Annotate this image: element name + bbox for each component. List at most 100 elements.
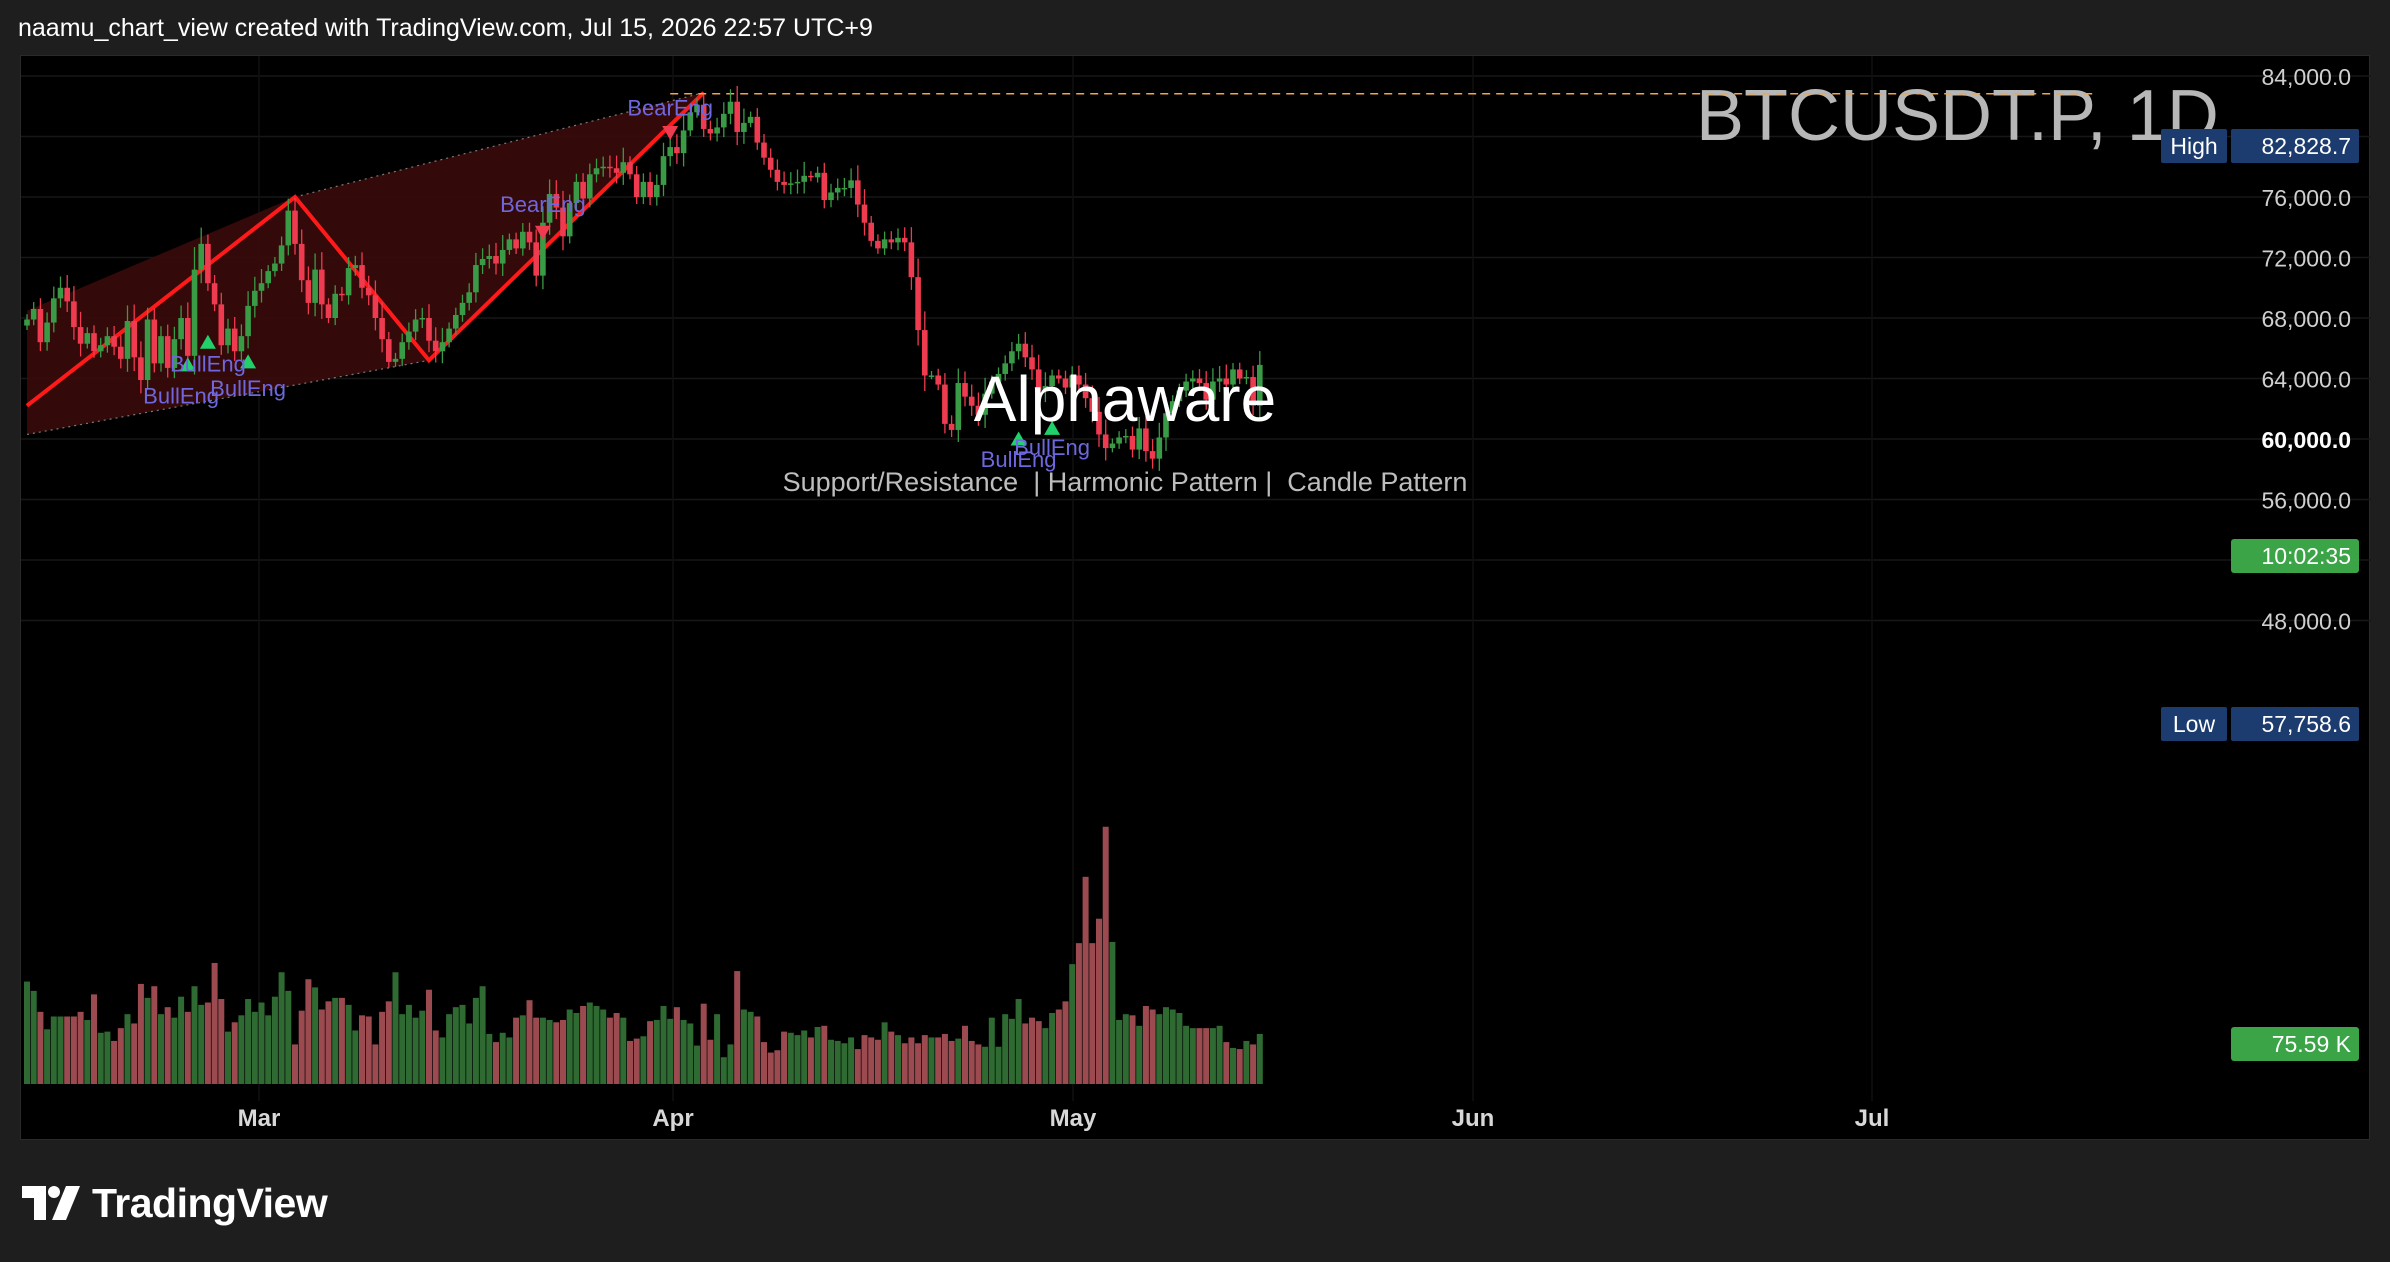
- candle-body: [982, 393, 988, 415]
- chart-panel[interactable]: BTCUSDT.P, 1D BullEng BullEng BullEng BearE…: [20, 55, 2371, 1141]
- volume-bar: [204, 1002, 211, 1084]
- volume-bar: [854, 1049, 861, 1084]
- watermark: BTCUSDT.P, 1D: [1696, 76, 2219, 156]
- volume-bar: [1169, 1009, 1176, 1084]
- candle-body: [1203, 383, 1209, 400]
- volume-tag-box: [2231, 1027, 2359, 1061]
- candle-body: [486, 255, 493, 260]
- volume-bar: [941, 1033, 948, 1084]
- volume-bar: [405, 1004, 412, 1084]
- time-axis[interactable]: Mar Apr May Jun Jul: [238, 1105, 1890, 1132]
- candle-body: [453, 314, 459, 329]
- volume-bar: [901, 1043, 908, 1084]
- volume-bar: [1096, 918, 1102, 1084]
- volume-bar: [935, 1037, 942, 1084]
- candle-body: [171, 339, 178, 368]
- candle-body: [205, 243, 211, 284]
- volume-bar: [606, 1017, 613, 1084]
- volume-bar: [680, 1019, 687, 1084]
- volume-bar: [372, 1044, 379, 1084]
- candle-body: [1102, 434, 1109, 449]
- volume-bar: [580, 1006, 587, 1084]
- volume-bar: [620, 1017, 627, 1084]
- candle-body: [613, 168, 620, 173]
- volume-bar: [988, 1017, 995, 1084]
- candle-body: [1076, 375, 1082, 385]
- volume-bar: [586, 1002, 593, 1084]
- volume-bar: [379, 1011, 386, 1084]
- volume-bar: [995, 1046, 1002, 1084]
- candle-body: [587, 174, 593, 199]
- candle-body: [185, 318, 191, 356]
- candle-body: [392, 358, 399, 362]
- candle-body: [499, 249, 506, 264]
- candle-body: [37, 308, 44, 343]
- candle-body: [399, 342, 405, 359]
- candles[interactable]: [24, 85, 1263, 471]
- volume-bar: [928, 1037, 935, 1084]
- volume-bar: [285, 990, 292, 1084]
- candle-body: [466, 292, 472, 303]
- candlestick-chart[interactable]: BTCUSDT.P, 1D BullEngBullEngBullEngBearE…: [21, 56, 2371, 1141]
- tradingview-logo[interactable]: TradingView: [22, 1178, 328, 1228]
- volume-bar: [1149, 1009, 1156, 1084]
- candle-body: [761, 142, 767, 158]
- chart-caption: naamu_chart_view created with TradingVie…: [18, 14, 873, 42]
- candle-body: [319, 269, 325, 305]
- price-axis[interactable]: 84,000.080,000.076,000.072,000.068,000.0…: [2161, 64, 2359, 1061]
- volume-bar: [734, 971, 741, 1084]
- volume-bar: [814, 1026, 821, 1084]
- volume-bar: [1055, 1009, 1062, 1084]
- candle-body: [700, 104, 707, 129]
- candle-body: [412, 319, 419, 332]
- volume-bar: [948, 1040, 955, 1084]
- candle-body: [607, 166, 613, 169]
- candle-body: [71, 301, 77, 328]
- volume-bar: [834, 1040, 841, 1084]
- candle-body: [426, 318, 432, 341]
- candle-body: [694, 104, 700, 113]
- volume-bar: [553, 1022, 560, 1084]
- volume-bar: [198, 1004, 205, 1084]
- volume-bar: [1062, 1001, 1069, 1084]
- pattern-label: BullEng: [143, 383, 219, 408]
- bull-engulfing-marker: [240, 354, 257, 369]
- volume-bar: [593, 1006, 600, 1084]
- volume-bar: [533, 1017, 540, 1084]
- volume-bar: [84, 1019, 91, 1084]
- price-tick-label: 84,000.0: [2261, 64, 2351, 90]
- volume-bar: [97, 1032, 104, 1084]
- candle-body: [1183, 381, 1189, 391]
- candle-body: [687, 112, 694, 131]
- volume-bar: [151, 986, 158, 1084]
- candle-body: [848, 180, 854, 188]
- candle-body: [841, 187, 848, 190]
- candle-body: [359, 265, 365, 288]
- volume-bar: [727, 1044, 734, 1084]
- volume-bar: [44, 1029, 51, 1084]
- low-tag-value: 57,758.6: [2261, 711, 2351, 737]
- volume-bar: [881, 1022, 888, 1084]
- volume-bar: [225, 1031, 231, 1084]
- volume-bar: [245, 999, 252, 1084]
- volume-bar: [1035, 1021, 1042, 1084]
- candle-body: [252, 290, 258, 306]
- candle-body: [767, 157, 774, 170]
- volume-bar: [1250, 1044, 1257, 1084]
- volume-bar: [1196, 1028, 1203, 1084]
- candle-body: [794, 181, 801, 184]
- candle-body: [312, 269, 318, 303]
- volume-bar: [975, 1044, 982, 1084]
- volume-bar: [459, 1004, 466, 1084]
- candle-body: [51, 298, 57, 323]
- high-tag-label: High: [2170, 133, 2217, 159]
- candle-body: [1049, 375, 1055, 387]
- candle-body: [386, 339, 392, 362]
- volume-bar: [700, 1003, 707, 1084]
- volume-bar: [1129, 1015, 1136, 1084]
- low-tag: Low 57,758.6: [2161, 707, 2359, 741]
- volume-bar: [794, 1035, 801, 1084]
- candle-body: [479, 259, 486, 266]
- volume-bar: [258, 1002, 265, 1084]
- volume-bar: [479, 986, 486, 1084]
